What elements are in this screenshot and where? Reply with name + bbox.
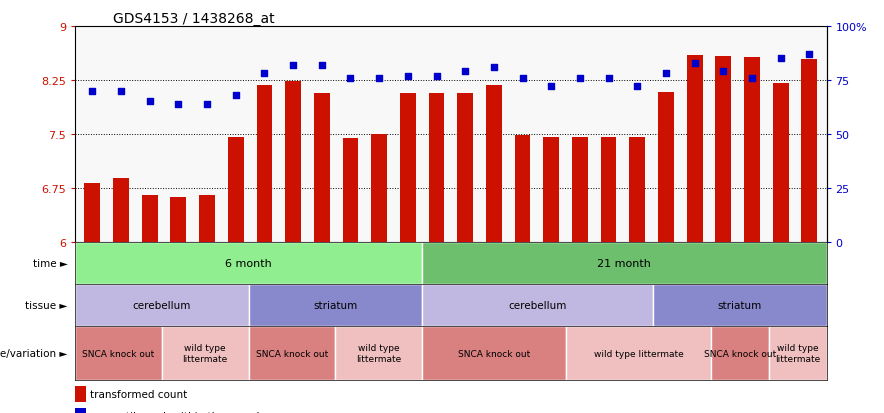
Point [487, 64, 501, 71]
Bar [744, 58, 760, 242]
Point [573, 75, 587, 82]
Point [545, 84, 559, 90]
Bar [113, 179, 129, 242]
Bar [514, 136, 530, 242]
Text: tissue ►: tissue ► [26, 300, 68, 310]
Bar [572, 137, 588, 242]
Point [286, 62, 301, 69]
Point [200, 101, 214, 107]
Bar [162, 326, 248, 380]
Bar [429, 93, 445, 242]
Bar [658, 93, 674, 242]
Bar [711, 326, 769, 380]
Bar [567, 326, 711, 380]
Text: genotype/variation ►: genotype/variation ► [0, 348, 68, 358]
Text: wild type littermate: wild type littermate [594, 349, 683, 358]
Bar [422, 242, 827, 284]
Text: cerebellum: cerebellum [133, 300, 191, 310]
Text: 21 month: 21 month [598, 258, 652, 268]
Point [229, 93, 243, 99]
Point [171, 101, 186, 107]
Text: wild type
littermate: wild type littermate [183, 344, 228, 363]
Bar [75, 284, 248, 326]
Bar [286, 81, 301, 242]
Point [400, 73, 415, 80]
Bar [75, 242, 422, 284]
Point [601, 75, 615, 82]
Point [257, 71, 271, 78]
Text: wild type
littermate: wild type littermate [356, 344, 401, 363]
Bar [601, 137, 616, 242]
Text: striatum: striatum [313, 300, 357, 310]
Point [745, 75, 759, 82]
Bar [687, 55, 703, 242]
Point [85, 88, 99, 95]
Bar [653, 284, 827, 326]
Text: SNCA knock out: SNCA knock out [704, 349, 776, 358]
Point [716, 69, 730, 75]
Point [774, 56, 788, 62]
Bar [773, 84, 789, 242]
Point [630, 84, 644, 90]
Bar [85, 183, 100, 242]
Point [142, 99, 156, 105]
Bar [199, 195, 215, 242]
Bar [769, 326, 827, 380]
Text: 6 month: 6 month [225, 258, 272, 268]
Bar [544, 138, 559, 242]
Point [659, 71, 673, 78]
Text: percentile rank within the sample: percentile rank within the sample [90, 411, 266, 413]
Bar [422, 284, 653, 326]
Bar [422, 326, 567, 380]
Bar [171, 197, 187, 242]
Point [372, 75, 386, 82]
Text: transformed count: transformed count [90, 389, 187, 399]
Bar [335, 326, 422, 380]
Text: striatum: striatum [718, 300, 762, 310]
Point [458, 69, 472, 75]
Bar [486, 85, 502, 242]
Bar [314, 93, 330, 242]
Bar [75, 408, 87, 413]
Bar [715, 57, 731, 242]
Text: SNCA knock out: SNCA knock out [82, 349, 155, 358]
Text: wild type
littermate: wild type littermate [775, 344, 820, 363]
Point [430, 73, 444, 80]
Point [114, 88, 128, 95]
Text: GDS4153 / 1438268_at: GDS4153 / 1438268_at [113, 12, 274, 26]
Bar [802, 60, 817, 242]
Bar [228, 137, 244, 242]
Text: SNCA knock out: SNCA knock out [458, 349, 530, 358]
Text: SNCA knock out: SNCA knock out [255, 349, 328, 358]
Bar [248, 284, 422, 326]
Bar [248, 326, 335, 380]
Point [315, 62, 329, 69]
Bar [343, 139, 358, 242]
Text: cerebellum: cerebellum [508, 300, 567, 310]
Bar [371, 134, 387, 242]
Bar [400, 93, 415, 242]
Point [688, 60, 702, 67]
Bar [629, 138, 645, 242]
Bar [75, 386, 87, 402]
Bar [141, 195, 157, 242]
Point [343, 75, 357, 82]
Point [803, 52, 817, 58]
Bar [75, 326, 162, 380]
Bar [457, 94, 473, 242]
Point [515, 75, 530, 82]
Text: time ►: time ► [33, 258, 68, 268]
Bar [256, 85, 272, 242]
